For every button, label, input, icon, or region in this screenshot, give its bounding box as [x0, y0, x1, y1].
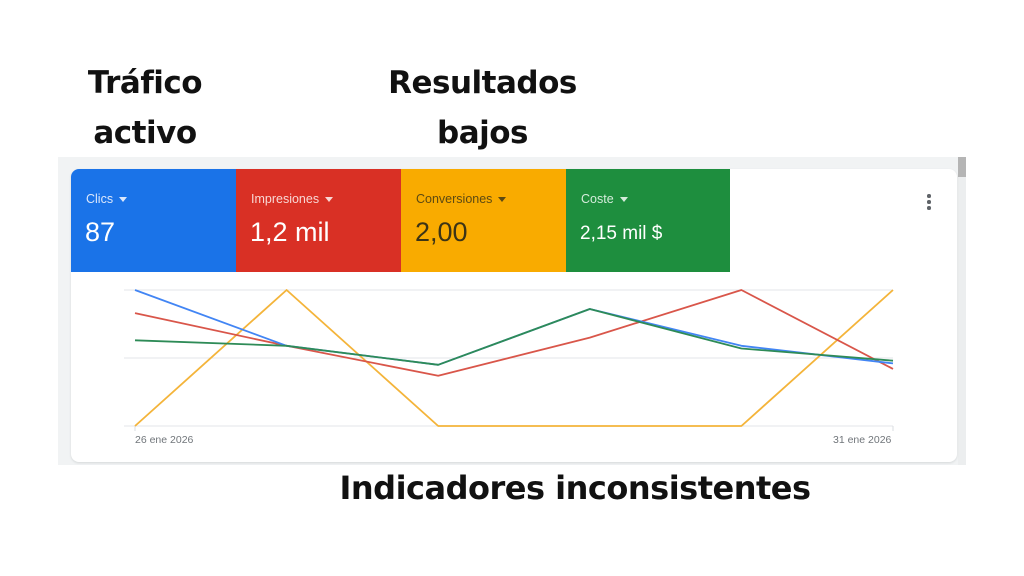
metric-label: Conversiones — [416, 192, 493, 206]
metric-value: 2,00 — [415, 217, 468, 247]
metric-tile-conversiones[interactable]: Conversiones 2,00 — [401, 169, 566, 272]
metric-label-row: Clics — [86, 192, 128, 206]
annotation-traffic-active: Tráfico activo — [70, 58, 220, 158]
annotation-inconsistent-indicators: Indicadores inconsistentes — [339, 469, 811, 507]
annotation-low-results: Resultados bajos — [380, 58, 585, 158]
annotation-line: Resultados — [388, 65, 577, 101]
annotation-line: Tráfico — [87, 65, 203, 101]
metric-label: Impresiones — [251, 192, 320, 206]
caret-down-icon[interactable] — [498, 197, 507, 202]
metric-label-row: Coste — [581, 192, 628, 206]
x-axis-end-label: 31 ene 2026 — [833, 434, 892, 446]
series-line-conversiones — [134, 289, 894, 427]
metric-value: 1,2 mil — [250, 217, 330, 247]
metric-label-row: Impresiones — [251, 192, 334, 206]
scrollbar[interactable] — [958, 157, 966, 465]
metric-value: 87 — [85, 217, 116, 247]
caret-down-icon[interactable] — [119, 197, 128, 202]
caret-down-icon[interactable] — [325, 197, 334, 202]
series-line-coste — [134, 308, 894, 366]
series-line-impresiones — [134, 289, 894, 377]
performance-card: Clics 87 Impresiones 1,2 mil Conversione… — [71, 169, 957, 462]
metric-tile-clics[interactable]: Clics 87 — [71, 169, 236, 272]
metric-label: Coste — [581, 192, 614, 206]
annotation-line: bajos — [437, 115, 528, 151]
metric-tile-coste[interactable]: Coste 2,15 mil $ — [566, 169, 730, 272]
line-chart — [124, 289, 894, 431]
metric-label: Clics — [86, 192, 114, 206]
more-vert-icon[interactable] — [921, 191, 937, 213]
scrollbar-thumb[interactable] — [958, 157, 966, 177]
annotation-line: activo — [93, 115, 197, 151]
metric-label-row: Conversiones — [416, 192, 507, 206]
caret-down-icon[interactable] — [619, 197, 628, 202]
series-line-clics — [134, 289, 894, 366]
metric-value: 2,15 mil $ — [580, 223, 663, 244]
x-axis-start-label: 26 ene 2026 — [135, 434, 194, 446]
metric-tile-impresiones[interactable]: Impresiones 1,2 mil — [236, 169, 401, 272]
